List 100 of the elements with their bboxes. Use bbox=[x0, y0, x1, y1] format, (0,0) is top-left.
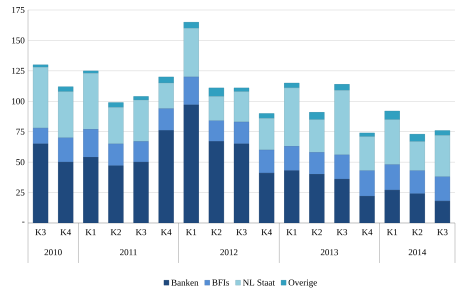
bar bbox=[158, 82, 174, 109]
y-tick-label: 150 bbox=[12, 37, 24, 44]
x-tick-label: K2 bbox=[110, 229, 121, 236]
x-tick-label: K3 bbox=[236, 229, 247, 236]
bar bbox=[234, 144, 250, 223]
bar bbox=[32, 67, 48, 128]
bar bbox=[309, 152, 325, 174]
bar bbox=[359, 170, 375, 196]
bar bbox=[108, 102, 124, 108]
bar bbox=[83, 70, 98, 74]
y-tick-label: 25 bbox=[16, 190, 24, 196]
bar bbox=[108, 166, 124, 223]
bar bbox=[434, 130, 450, 136]
bar bbox=[158, 108, 174, 131]
bar bbox=[184, 28, 199, 78]
bar bbox=[32, 128, 48, 144]
bar bbox=[208, 120, 224, 142]
x-tick-label: K4 bbox=[160, 229, 172, 236]
x-tick-label: K4 bbox=[60, 229, 72, 236]
bar bbox=[359, 136, 375, 171]
bar bbox=[234, 88, 250, 92]
bar bbox=[133, 141, 149, 162]
bar bbox=[58, 162, 74, 223]
bar bbox=[208, 88, 224, 97]
x2-tick-label: 2013 bbox=[320, 249, 338, 256]
x-tick-label: K1 bbox=[86, 229, 96, 236]
bar bbox=[208, 141, 224, 223]
bar bbox=[133, 96, 149, 100]
bar bbox=[384, 110, 400, 120]
bar bbox=[108, 107, 124, 144]
bar bbox=[32, 144, 48, 223]
bar bbox=[334, 179, 350, 223]
bar bbox=[434, 200, 450, 223]
bar bbox=[158, 130, 174, 223]
x-tick-label: K3 bbox=[336, 229, 348, 236]
x-tick-label: K3 bbox=[35, 229, 46, 236]
x-tick-label: K1 bbox=[386, 229, 398, 236]
x-tick-label: K4 bbox=[362, 229, 372, 236]
legend-label: Banken bbox=[171, 279, 198, 286]
bar bbox=[410, 134, 425, 142]
y-tick-label: 175 bbox=[12, 6, 24, 14]
bar bbox=[83, 73, 98, 130]
bar bbox=[184, 22, 199, 28]
bar bbox=[410, 194, 425, 223]
bar bbox=[258, 150, 274, 174]
legend-label: Overige bbox=[288, 280, 317, 288]
bar bbox=[234, 91, 250, 122]
bar bbox=[133, 100, 149, 142]
bar bbox=[284, 170, 300, 223]
bar bbox=[334, 90, 350, 155]
bar bbox=[184, 76, 199, 106]
bar bbox=[184, 104, 199, 223]
legend-label: BFIs bbox=[212, 280, 230, 286]
x-tick-label: K1 bbox=[186, 229, 196, 236]
x-tick-label: K1 bbox=[286, 229, 297, 236]
y-tick-label: 50 bbox=[16, 159, 24, 166]
bar bbox=[258, 113, 274, 118]
legend-label: NL Staat bbox=[242, 280, 275, 286]
x-tick-label: K4 bbox=[261, 229, 272, 236]
x2-tick-label: 2014 bbox=[408, 249, 426, 256]
bar bbox=[258, 118, 274, 150]
bar bbox=[83, 129, 98, 158]
bar bbox=[309, 174, 325, 223]
bar bbox=[284, 146, 300, 171]
bar bbox=[284, 82, 300, 88]
x2-tick-label: 2012 bbox=[220, 249, 238, 256]
bar bbox=[309, 119, 325, 153]
bar bbox=[133, 162, 149, 223]
x2-tick-label: 2011 bbox=[120, 249, 137, 256]
bar bbox=[258, 172, 274, 223]
bar bbox=[234, 122, 250, 144]
x-tick-label: K2 bbox=[412, 229, 422, 236]
bar bbox=[158, 76, 174, 84]
bar bbox=[359, 132, 375, 137]
bar bbox=[309, 112, 325, 120]
bar bbox=[58, 91, 74, 138]
bar bbox=[384, 164, 400, 190]
bar bbox=[384, 119, 400, 165]
bar bbox=[32, 64, 48, 68]
bar bbox=[83, 157, 98, 223]
x-tick-label: K3 bbox=[437, 229, 448, 236]
y-tick-label: 100 bbox=[12, 98, 24, 104]
x-tick-label: K2 bbox=[312, 229, 322, 236]
bar bbox=[434, 176, 450, 202]
bar bbox=[410, 141, 425, 171]
x2-tick-label: 2010 bbox=[44, 249, 62, 256]
x-tick-label: K2 bbox=[211, 229, 222, 236]
y-tick-label: 125 bbox=[12, 68, 24, 74]
bar bbox=[410, 170, 425, 194]
bar bbox=[58, 138, 74, 162]
bar bbox=[384, 190, 400, 223]
bar bbox=[108, 144, 124, 166]
y-tick-label: 75 bbox=[16, 128, 24, 135]
bar bbox=[208, 96, 224, 121]
bar bbox=[434, 135, 450, 177]
bar bbox=[284, 88, 300, 146]
bar bbox=[359, 196, 375, 223]
x-tick-label: K3 bbox=[136, 229, 146, 236]
bar bbox=[334, 154, 350, 180]
bar bbox=[334, 84, 350, 90]
